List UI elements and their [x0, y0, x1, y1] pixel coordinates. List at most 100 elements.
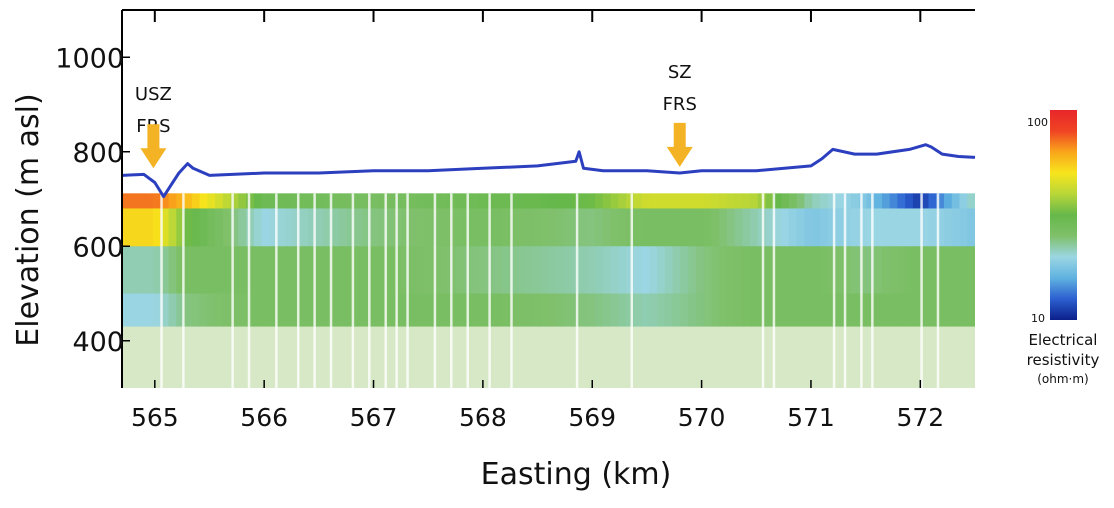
resistivity-cell-deep [920, 326, 930, 388]
resistivity-cell-deep [556, 326, 565, 388]
data-gap-stripe [871, 193, 874, 388]
resistivity-cell [742, 293, 751, 328]
data-gap-stripe [510, 193, 513, 388]
resistivity-cell [176, 193, 185, 210]
resistivity-cell [362, 208, 371, 247]
resistivity-cell [564, 193, 573, 210]
resistivity-cell [850, 246, 860, 295]
resistivity-cell-deep [835, 326, 844, 388]
resistivity-cell [548, 193, 557, 210]
resistivity-cell [540, 293, 550, 328]
resistivity-cell [168, 193, 177, 210]
resistivity-cell-deep [765, 326, 774, 388]
resistivity-cell [385, 246, 395, 295]
resistivity-cell [230, 208, 239, 247]
y-axis-label: Elevation (m asl) [11, 93, 46, 346]
resistivity-cell [765, 208, 774, 247]
resistivity-cell [540, 246, 550, 295]
resistivity-cell [300, 246, 309, 295]
resistivity-cell [230, 293, 239, 328]
resistivity-cell [424, 293, 433, 328]
resistivity-cell [633, 208, 643, 247]
resistivity-cell [137, 208, 146, 247]
resistivity-cell [517, 246, 526, 295]
data-gap-stripe [466, 193, 469, 388]
resistivity-cell [501, 193, 511, 210]
resistivity-cell [943, 193, 953, 210]
resistivity-cell [641, 293, 650, 328]
resistivity-cell-deep [843, 326, 852, 388]
resistivity-cell-deep [160, 326, 170, 388]
resistivity-cell-deep [618, 326, 627, 388]
resistivity-cell [602, 246, 612, 295]
resistivity-cell [835, 246, 844, 295]
annotation-label: USZ [135, 84, 172, 105]
resistivity-cell [967, 193, 975, 210]
resistivity-cell-deep [711, 326, 720, 388]
resistivity-cell-deep [478, 326, 488, 388]
resistivity-cell [525, 293, 534, 328]
resistivity-cell-deep [277, 326, 286, 388]
resistivity-cell-deep [432, 326, 441, 388]
resistivity-cell [377, 293, 387, 328]
x-tick-label: 570 [678, 403, 726, 432]
resistivity-cell [377, 208, 387, 247]
resistivity-cell [269, 193, 278, 210]
resistivity-cell [160, 208, 170, 247]
resistivity-cell [618, 208, 627, 247]
resistivity-cell [928, 208, 937, 247]
resistivity-cell [377, 246, 387, 295]
resistivity-cell [765, 246, 774, 295]
resistivity-cell [812, 193, 821, 210]
data-gap-stripe [630, 193, 634, 388]
resistivity-cell [525, 193, 534, 210]
resistivity-cell [602, 208, 612, 247]
resistivity-cell [719, 208, 728, 247]
resistivity-cell-deep [416, 326, 426, 388]
resistivity-cell [912, 193, 922, 210]
data-gap-stripe [395, 193, 398, 388]
resistivity-cell [889, 293, 899, 328]
resistivity-cell [649, 208, 658, 247]
resistivity-cell [199, 208, 208, 247]
resistivity-cell [835, 208, 844, 247]
resistivity-cell [315, 208, 325, 247]
resistivity-cell [672, 293, 681, 328]
resistivity-cell [633, 246, 643, 295]
resistivity-cell [796, 208, 805, 247]
resistivity-cell [672, 193, 681, 210]
resistivity-cell [331, 193, 340, 210]
resistivity-cell [129, 193, 139, 210]
resistivity-cell-deep [750, 326, 759, 388]
resistivity-cell [734, 246, 743, 295]
resistivity-cell [517, 293, 526, 328]
resistivity-cell [517, 193, 526, 210]
resistivity-cell [819, 293, 829, 328]
resistivity-cell-deep [633, 326, 643, 388]
resistivity-cell [455, 246, 464, 295]
data-gap-stripe [860, 193, 863, 388]
resistivity-cell-deep [680, 326, 689, 388]
resistivity-cell [525, 246, 534, 295]
resistivity-cell [207, 208, 216, 247]
resistivity-cell [261, 246, 270, 295]
resistivity-cell [874, 246, 883, 295]
resistivity-cell [602, 293, 612, 328]
resistivity-cell [432, 193, 441, 210]
resistivity-cell [843, 193, 852, 210]
resistivity-cell [424, 193, 433, 210]
resistivity-cell [362, 293, 371, 328]
resistivity-cell-deep [796, 326, 805, 388]
resistivity-cell [649, 293, 658, 328]
resistivity-cell [750, 246, 759, 295]
resistivity-cell [920, 208, 930, 247]
x-tick-label: 566 [240, 403, 288, 432]
resistivity-cell-deep [641, 326, 650, 388]
resistivity-cell [912, 293, 922, 328]
resistivity-cell [509, 246, 519, 295]
resistivity-cell [881, 193, 891, 210]
resistivity-cell [680, 208, 689, 247]
resistivity-cell [819, 208, 829, 247]
resistivity-cell [277, 193, 286, 210]
resistivity-cell [308, 246, 317, 295]
